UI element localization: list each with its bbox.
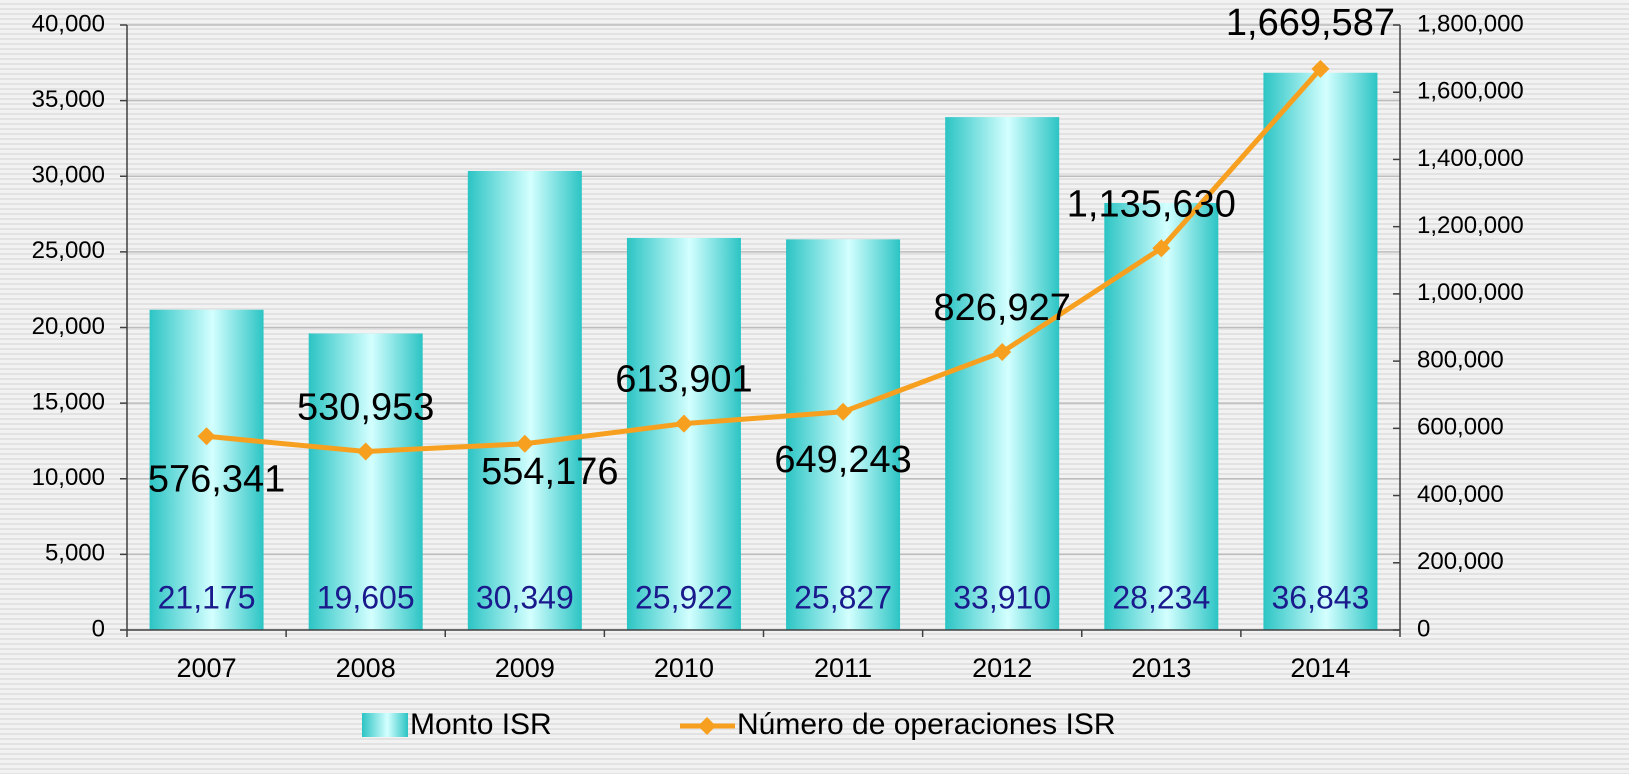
line-marker xyxy=(197,427,216,446)
y2-tick-label: 800,000 xyxy=(1417,346,1504,373)
line-marker xyxy=(356,442,375,461)
x-tick-label: 2012 xyxy=(972,653,1032,683)
line-value-label: 576,341 xyxy=(148,458,285,500)
bar xyxy=(1263,72,1378,630)
y2-tick-label: 200,000 xyxy=(1417,548,1504,575)
y2-tick-label: 1,000,000 xyxy=(1417,279,1524,306)
y2-tick-label: 0 xyxy=(1417,615,1430,642)
y-tick-label: 25,000 xyxy=(32,237,105,264)
line-marker xyxy=(674,414,693,433)
bar-value-label: 30,349 xyxy=(476,579,574,615)
y2-tick-label: 1,800,000 xyxy=(1417,10,1524,37)
y2-tick-label: 1,600,000 xyxy=(1417,78,1524,105)
y-tick-label: 40,000 xyxy=(32,10,105,37)
line xyxy=(206,67,1323,455)
y-tick-label: 35,000 xyxy=(32,86,105,113)
bar xyxy=(945,117,1060,630)
line-value-label: 554,176 xyxy=(481,451,618,493)
x-tick-label: 2014 xyxy=(1290,653,1350,683)
bar-value-label: 36,843 xyxy=(1272,579,1370,615)
line-marker xyxy=(993,343,1012,362)
bar xyxy=(626,237,741,630)
line-value-label: 1,669,587 xyxy=(1226,2,1395,44)
x-tick-label: 2009 xyxy=(495,653,555,683)
legend-swatch xyxy=(362,713,408,737)
line-marker xyxy=(1311,59,1330,78)
line-value-label: 530,953 xyxy=(297,387,434,429)
line-value-label: 613,901 xyxy=(615,359,752,401)
line-value-label: 1,135,630 xyxy=(1067,183,1236,225)
y-tick-label: 0 xyxy=(92,615,105,642)
x-tick-label: 2007 xyxy=(177,653,237,683)
line-value-label: 826,927 xyxy=(934,287,1071,329)
bar xyxy=(1104,202,1219,630)
line-marker xyxy=(1152,239,1171,258)
legend-label: Número de operaciones ISR xyxy=(737,708,1116,741)
legend: Monto ISR Número de operaciones ISR xyxy=(362,708,1116,741)
y-tick-label: 5,000 xyxy=(45,540,105,567)
y2-tick-label: 1,400,000 xyxy=(1417,145,1524,172)
x-tick-label: 2011 xyxy=(814,653,872,683)
x-tick-label: 2010 xyxy=(654,653,714,683)
bar xyxy=(308,333,423,630)
bar xyxy=(467,170,582,630)
y2-tick-label: 400,000 xyxy=(1417,481,1504,508)
y-tick-label: 15,000 xyxy=(32,388,105,415)
bar-value-label: 28,234 xyxy=(1112,579,1210,615)
y-tick-label: 30,000 xyxy=(32,162,105,189)
x-tick-label: 2013 xyxy=(1131,653,1191,683)
line-marker xyxy=(834,402,853,421)
bar-value-label: 25,827 xyxy=(794,579,892,615)
y-tick-label: 20,000 xyxy=(32,313,105,340)
y2-tick-label: 600,000 xyxy=(1417,414,1504,441)
y2-tick-label: 1,200,000 xyxy=(1417,212,1524,239)
bar-value-label: 33,910 xyxy=(953,579,1051,615)
bar-value-label: 21,175 xyxy=(158,579,256,615)
bar xyxy=(786,239,901,630)
legend-label: Monto ISR xyxy=(410,708,552,741)
legend-marker xyxy=(698,717,716,735)
x-tick-label: 2008 xyxy=(336,653,396,683)
bar xyxy=(149,309,264,630)
line-value-label: 649,243 xyxy=(774,439,911,481)
bar-value-label: 25,922 xyxy=(635,579,733,615)
y-tick-label: 10,000 xyxy=(32,464,105,491)
bar-value-label: 19,605 xyxy=(317,579,415,615)
line-marker xyxy=(515,434,534,453)
